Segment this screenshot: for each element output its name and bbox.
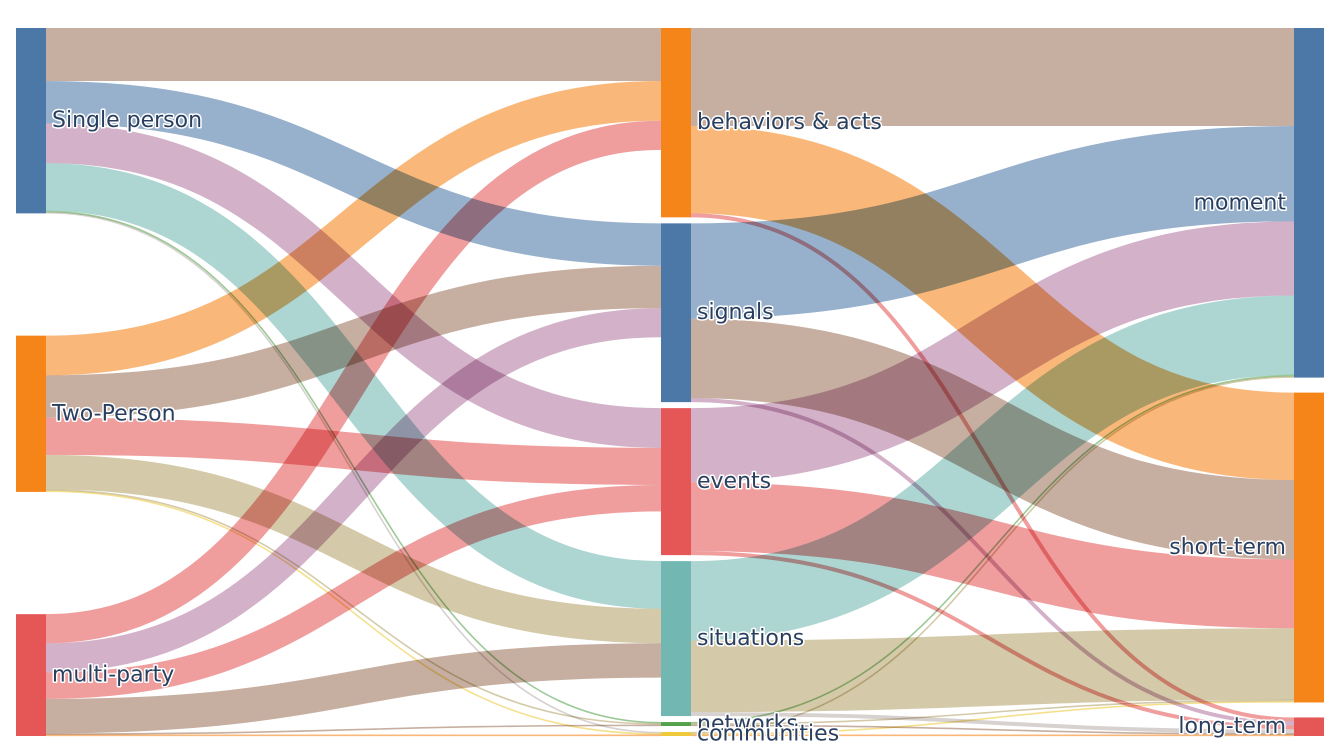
node-longterm: [1294, 717, 1324, 736]
sankey-nodes: [16, 28, 1324, 736]
link-communities-to-shortterm: [690, 700, 1295, 735]
node-label-events: events: [697, 469, 771, 494]
node-behaviors: [661, 28, 691, 218]
link-multi-to-events: [45, 484, 662, 699]
node-label-single: Single person: [52, 108, 202, 133]
node-label-communities: communities: [697, 722, 839, 743]
link-networks-to-longterm: [690, 724, 1295, 735]
node-signals: [661, 223, 691, 403]
node-communities: [661, 732, 691, 736]
node-networks: [661, 722, 691, 727]
link-single-to-events: [45, 123, 662, 448]
link-multi-to-networks: [45, 724, 662, 735]
link-two-to-events: [45, 417, 662, 485]
link-communities-to-moment: [690, 376, 1295, 734]
link-networks-to-shortterm: [690, 699, 1295, 725]
node-label-shortterm: short-term: [1169, 535, 1286, 560]
link-situations-to-longterm: [690, 712, 1295, 734]
node-label-moment: moment: [1194, 190, 1287, 215]
link-situations-to-moment: [690, 295, 1295, 641]
link-signals-to-moment: [690, 125, 1295, 319]
node-moment: [1294, 28, 1324, 378]
node-single: [16, 28, 46, 214]
sankey-links: [45, 27, 1295, 737]
node-label-networks: networks: [697, 712, 798, 737]
link-situations-to-shortterm: [690, 628, 1295, 713]
link-multi-to-situations: [45, 643, 662, 734]
link-two-to-behaviors: [45, 80, 662, 376]
node-label-behaviors: behaviors & acts: [697, 110, 882, 135]
node-label-signals: signals: [697, 300, 774, 325]
link-multi-to-signals: [45, 308, 662, 673]
link-events-to-moment: [690, 221, 1295, 483]
node-situations: [661, 561, 691, 717]
link-two-to-signals: [45, 265, 662, 418]
link-networks-to-moment: [690, 374, 1295, 724]
node-events: [661, 408, 691, 556]
node-multi: [16, 614, 46, 736]
link-behaviors-to-shortterm: [690, 125, 1295, 480]
sankey-labels: Single person Two-Person multi-party behavi…: [50, 107, 1288, 743]
link-multi-to-behaviors: [45, 120, 662, 644]
node-shortterm: [1294, 392, 1324, 703]
link-two-to-communities: [45, 490, 662, 735]
node-two: [16, 335, 46, 492]
link-single-to-signals: [45, 80, 662, 266]
node-label-situations: situations: [697, 626, 804, 651]
node-label-two: Two-Person: [51, 401, 176, 426]
node-label-longterm: long-term: [1178, 714, 1286, 739]
link-two-to-situations: [45, 454, 662, 644]
node-label-multi: multi-party: [52, 663, 174, 688]
